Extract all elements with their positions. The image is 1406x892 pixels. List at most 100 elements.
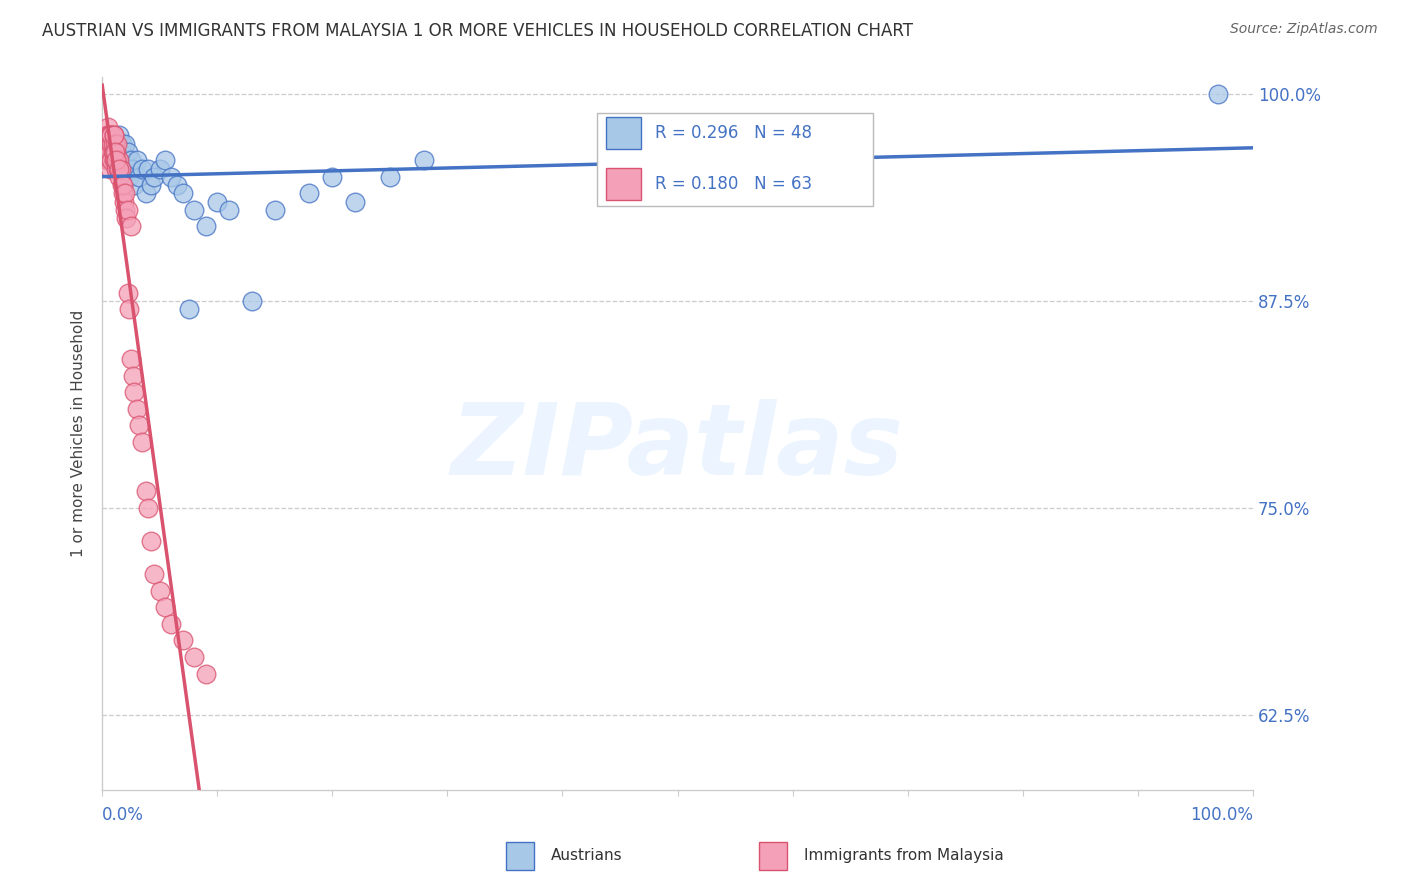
Point (101, 136, 124, 151)
Point (94, 128, 117, 143)
Point (120, 351, 142, 366)
Point (194, 666, 217, 681)
Point (105, 153, 128, 168)
Text: Austrians: Austrians (551, 848, 623, 863)
Point (122, 368, 145, 383)
Text: R = 0.296   N = 48: R = 0.296 N = 48 (655, 124, 811, 142)
Text: R = 0.180   N = 63: R = 0.180 N = 63 (655, 175, 811, 193)
Point (98, 136, 121, 151)
Point (136, 161, 159, 176)
Point (194, 219, 217, 234)
Point (298, 186, 321, 201)
Point (240, 293, 263, 308)
Point (155, 600, 177, 615)
Point (93, 136, 115, 151)
Point (183, 202, 205, 217)
Point (103, 128, 125, 143)
Point (344, 194, 367, 209)
Point (98, 145, 121, 159)
Point (104, 145, 127, 159)
Point (96, 136, 118, 151)
Point (105, 153, 128, 168)
Point (104, 153, 127, 168)
Y-axis label: 1 or more Vehicles in Household: 1 or more Vehicles in Household (72, 310, 86, 558)
Point (108, 153, 131, 168)
Point (108, 161, 131, 176)
Point (98, 136, 121, 151)
Point (105, 145, 128, 159)
Point (104, 145, 127, 159)
Point (97, 128, 120, 143)
Point (103, 145, 125, 159)
Point (177, 302, 200, 317)
Point (114, 186, 136, 201)
Point (98, 128, 121, 143)
Point (100, 153, 122, 168)
Text: Source: ZipAtlas.com: Source: ZipAtlas.com (1230, 22, 1378, 37)
Point (103, 128, 125, 143)
Point (114, 136, 136, 151)
Point (103, 136, 125, 151)
Point (139, 178, 162, 192)
Point (124, 178, 146, 192)
Point (105, 136, 128, 151)
Point (207, 194, 229, 209)
Point (149, 583, 172, 598)
Point (98, 153, 121, 168)
Point (110, 145, 132, 159)
Text: 0.0%: 0.0% (103, 806, 143, 824)
Point (218, 202, 240, 217)
Point (131, 434, 153, 449)
Point (103, 153, 125, 168)
Text: Immigrants from Malaysia: Immigrants from Malaysia (804, 848, 1004, 863)
Point (96, 153, 118, 168)
Point (183, 650, 205, 665)
Point (108, 153, 131, 168)
Point (128, 169, 150, 184)
Point (155, 153, 177, 168)
Point (139, 534, 162, 549)
Point (114, 202, 136, 217)
Point (108, 128, 131, 143)
Point (107, 161, 129, 176)
Point (378, 169, 401, 184)
Point (121, 161, 143, 176)
FancyBboxPatch shape (598, 113, 873, 206)
Text: 100.0%: 100.0% (1189, 806, 1253, 824)
Point (98, 161, 121, 176)
Point (143, 567, 166, 582)
Point (135, 484, 157, 499)
Point (94, 145, 117, 159)
Point (131, 161, 153, 176)
Point (117, 285, 139, 300)
Point (321, 169, 343, 184)
Point (111, 136, 134, 151)
Point (97, 145, 120, 159)
Point (125, 153, 148, 168)
Point (117, 202, 139, 217)
Point (111, 178, 134, 192)
Point (115, 211, 138, 226)
Point (118, 169, 141, 184)
Point (125, 401, 148, 416)
Point (112, 194, 135, 209)
Point (114, 153, 136, 168)
Point (112, 161, 135, 176)
Point (172, 633, 194, 648)
Point (101, 128, 124, 143)
Point (118, 302, 141, 317)
Point (263, 202, 285, 217)
Point (97, 153, 120, 168)
Bar (606, 117, 641, 149)
Point (117, 145, 139, 159)
Point (98, 128, 121, 143)
Point (101, 145, 124, 159)
Point (107, 136, 129, 151)
Point (105, 153, 128, 168)
Point (105, 161, 128, 176)
Point (111, 153, 134, 168)
Point (105, 161, 128, 176)
Text: ZIPatlas: ZIPatlas (451, 400, 904, 496)
Text: AUSTRIAN VS IMMIGRANTS FROM MALAYSIA 1 OR MORE VEHICLES IN HOUSEHOLD CORRELATION: AUSTRIAN VS IMMIGRANTS FROM MALAYSIA 1 O… (42, 22, 912, 40)
Point (128, 418, 150, 433)
